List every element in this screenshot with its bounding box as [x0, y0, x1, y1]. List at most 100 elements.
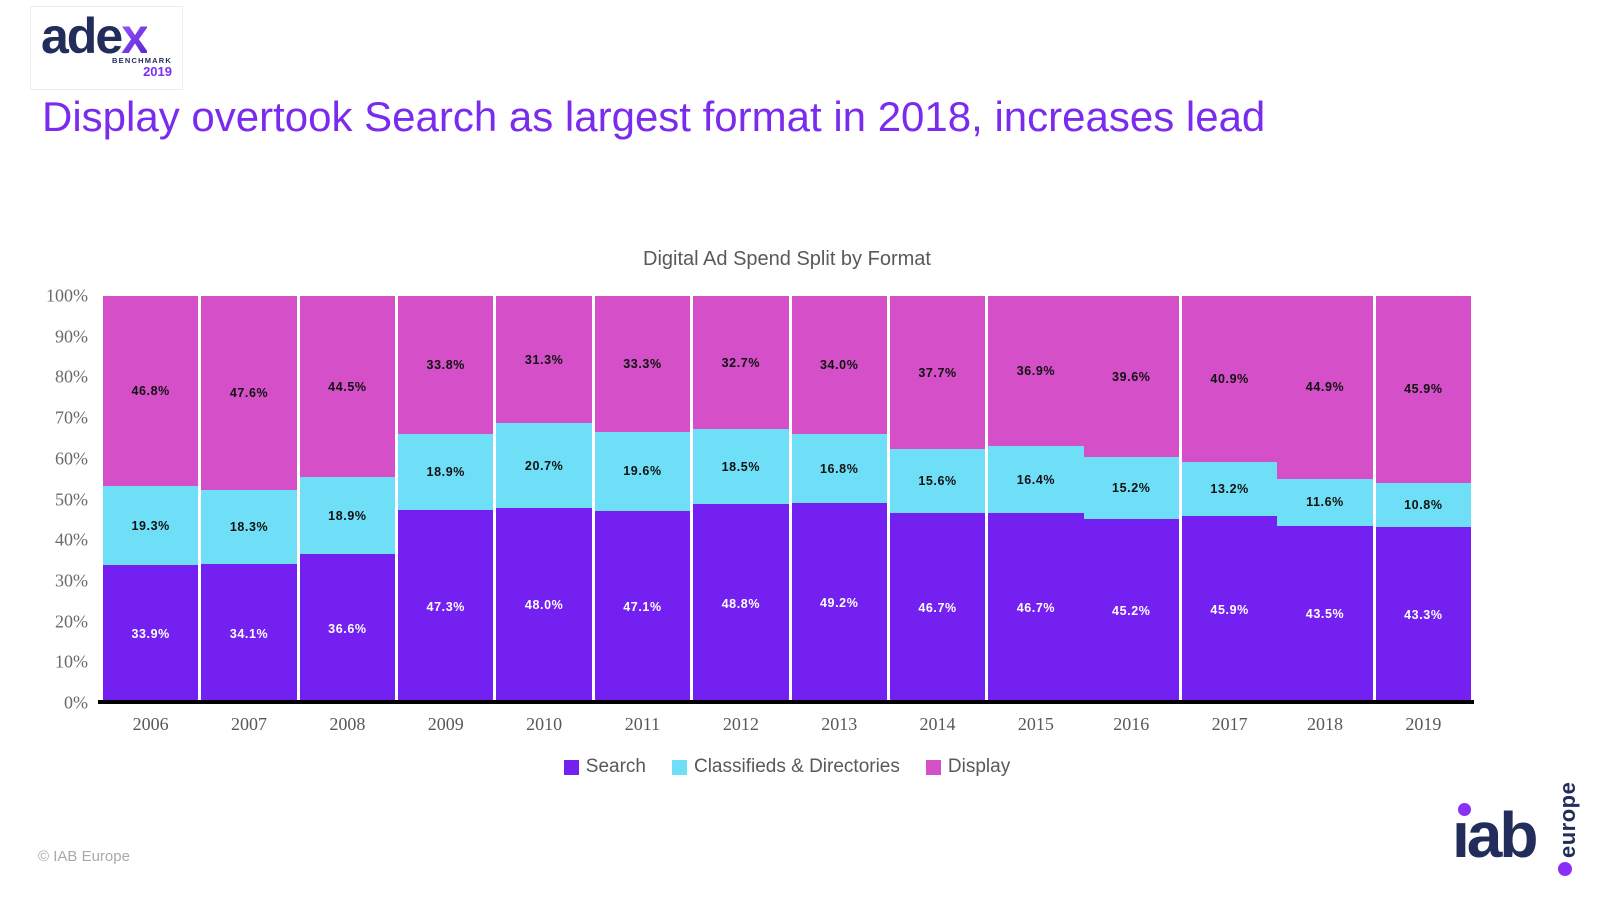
bar-segment-classifieds-directories: 18.9% [299, 477, 396, 555]
iab-logo-i-dot [1458, 803, 1471, 816]
bar-segment-search: 49.2% [791, 502, 887, 703]
bar-segment-search: 45.2% [1083, 519, 1179, 703]
iab-logo-period-dot [1558, 862, 1572, 876]
legend-item-display: Display [925, 756, 1010, 778]
y-tick-label: 60% [55, 448, 88, 469]
segment-data-label: 20.7% [524, 458, 564, 473]
bar-segment-classifieds-directories: 11.6% [1277, 478, 1373, 526]
bar-2017: 40.9% 13.2% 45.9% [1181, 296, 1278, 703]
bar-segment-display: 44.9% [1277, 296, 1373, 479]
legend-swatch [671, 759, 687, 775]
bar-segment-search: 45.9% [1181, 516, 1278, 703]
x-axis: 2006 2007 2008 2009 2010 2011 2012 2013 2014 2015… [103, 714, 1471, 735]
bar-segment-search: 33.9% [103, 565, 199, 703]
bar-segment-classifieds-directories: 10.8% [1375, 482, 1472, 527]
bar-segment-search: 43.3% [1375, 526, 1472, 703]
bar-segment-classifieds-directories: 18.9% [398, 433, 494, 511]
segment-data-label: 18.9% [328, 508, 367, 523]
bar-segment-display: 32.7% [693, 296, 789, 430]
segment-data-label: 44.5% [328, 379, 367, 394]
y-tick-label: 40% [55, 529, 88, 550]
segment-data-label: 46.7% [1016, 600, 1056, 615]
y-axis: 0% 10% 20% 30% 40% 50% 60% 70% 80% 90% 100% [20, 286, 88, 713]
bar-segment-classifieds-directories: 16.4% [988, 446, 1084, 513]
segment-data-label: 32.7% [721, 355, 761, 370]
x-tick-label-2014: 2014 [919, 714, 956, 734]
adex-benchmark-label: BENCHMARK [112, 56, 172, 65]
y-tick-label: 50% [55, 489, 88, 509]
y-tick-label: 80% [55, 366, 88, 387]
bar-segment-search: 43.5% [1277, 525, 1373, 703]
chart-legend: Search Classifieds & Directories Display [103, 756, 1471, 778]
bar-2012: 32.7% 18.5% 48.8% [693, 296, 789, 703]
segment-data-label: 45.9% [1210, 602, 1249, 617]
segment-data-label: 31.3% [524, 352, 564, 367]
segment-data-label: 47.3% [426, 599, 465, 614]
adex-year-label: 2019 [143, 63, 172, 79]
segment-data-label: 34.1% [229, 626, 269, 641]
bar-segment-display: 44.5% [299, 296, 396, 478]
y-tick-label: 20% [55, 611, 88, 632]
chart-title: Digital Ad Spend Split by Format [643, 248, 931, 270]
segment-data-label: 13.2% [1210, 482, 1249, 497]
legend-swatch [563, 759, 579, 775]
segment-data-label: 47.1% [623, 600, 662, 615]
x-tick-label-2010: 2010 [526, 714, 563, 734]
bar-segment-display: 45.9% [1375, 296, 1472, 483]
y-tick-label: 70% [55, 407, 88, 428]
legend-item-classifieds-directories: Classifieds & Directories [671, 756, 900, 778]
bar-segment-display: 47.6% [201, 296, 297, 490]
segment-data-label: 18.9% [426, 465, 465, 480]
segment-data-label: 34.0% [819, 358, 859, 373]
bar-segment-display: 40.9% [1181, 296, 1278, 463]
x-tick-label-2015: 2015 [1017, 714, 1054, 734]
y-tick-label: 30% [55, 570, 88, 591]
x-tick-label-2007: 2007 [231, 714, 268, 734]
segment-data-label: 19.3% [131, 518, 170, 533]
segment-data-label: 49.2% [819, 595, 859, 610]
bar-segment-classifieds-directories: 15.2% [1083, 457, 1179, 520]
segment-data-label: 18.5% [721, 459, 761, 474]
x-tick-label-2009: 2009 [427, 714, 464, 734]
segment-data-label: 33.3% [623, 356, 662, 371]
segment-data-label: 36.6% [328, 621, 367, 636]
bar-segment-search: 34.1% [201, 564, 297, 703]
bar-segment-search: 48.8% [693, 504, 789, 703]
bar-segment-display: 36.9% [988, 296, 1084, 447]
bar-segment-display: 37.7% [889, 296, 986, 450]
segment-data-label: 46.8% [131, 384, 170, 399]
x-axis-line [98, 700, 1474, 704]
segment-data-label: 19.6% [623, 464, 662, 479]
segment-data-label: 11.6% [1306, 495, 1344, 510]
bar-segment-search: 47.3% [398, 510, 494, 703]
adex-subtitle: BENCHMARK 2019 [41, 57, 172, 79]
bar-segment-display: 31.3% [496, 296, 592, 424]
iab-europe-logo: ıab europe [1452, 766, 1592, 882]
segment-data-label: 36.9% [1016, 364, 1056, 379]
bar-2015: 36.9% 16.4% 46.7% [988, 296, 1084, 703]
x-tick-label-2019: 2019 [1405, 714, 1442, 734]
bar-segment-search: 36.6% [299, 554, 396, 703]
bar-2016: 39.6% 15.2% 45.2% [1083, 296, 1179, 703]
segment-data-label: 48.8% [721, 596, 761, 611]
bar-segment-classifieds-directories: 15.6% [889, 449, 986, 513]
bar-2008: 44.5% 18.9% 36.6% [299, 296, 396, 703]
x-tick-label-2011: 2011 [624, 714, 661, 734]
segment-data-label: 33.8% [426, 357, 465, 372]
segment-data-label: 47.6% [229, 385, 269, 400]
page-title: Display overtook Search as largest forma… [42, 93, 1266, 140]
bar-segment-search: 48.0% [496, 507, 592, 703]
segment-data-label: 44.9% [1305, 380, 1345, 395]
x-tick-label-2006: 2006 [132, 714, 169, 734]
segment-data-label: 37.7% [918, 365, 957, 380]
bar-segment-search: 46.7% [988, 512, 1084, 703]
segment-data-label: 39.6% [1112, 369, 1151, 384]
bar-2011: 33.3% 19.6% 47.1% [594, 296, 691, 703]
bar-2006: 46.8% 19.3% 33.9% [103, 296, 199, 703]
bar-2019: 45.9% 10.8% 43.3% [1375, 296, 1472, 703]
bar-segment-classifieds-directories: 13.2% [1181, 462, 1278, 517]
bar-2013: 34.0% 16.8% 49.2% [791, 296, 887, 703]
segment-data-label: 45.2% [1112, 604, 1151, 618]
bar-segment-display: 33.3% [594, 296, 691, 432]
